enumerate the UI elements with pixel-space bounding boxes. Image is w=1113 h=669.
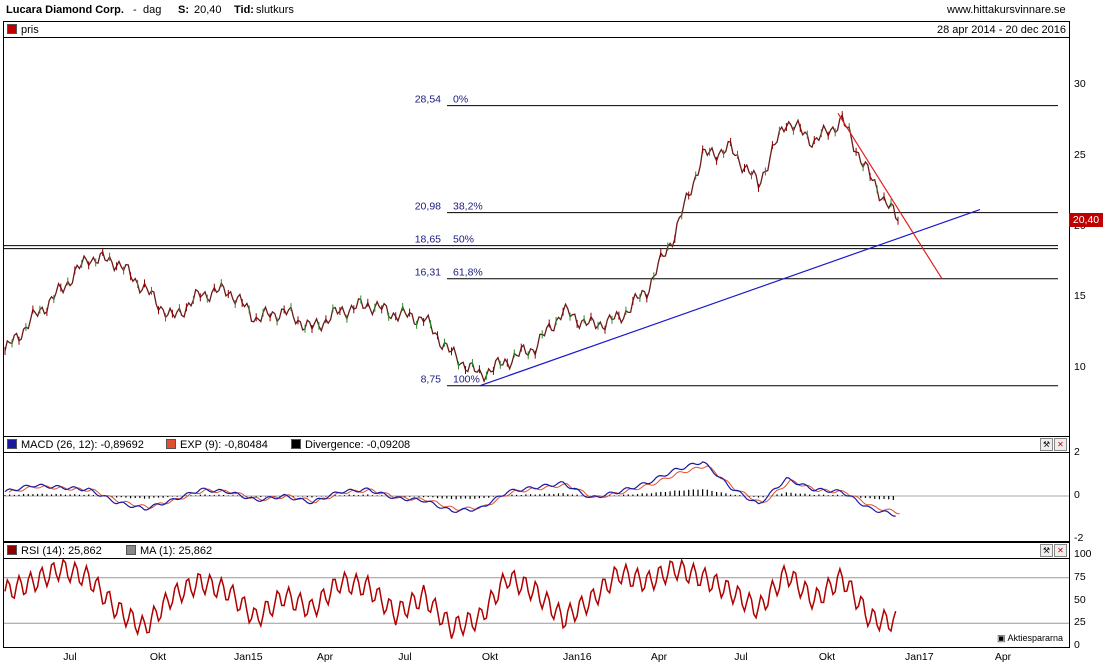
x-tick-label: Jul <box>734 651 748 663</box>
macd-chart <box>4 461 1069 517</box>
support-trendline <box>479 208 981 387</box>
rsi-y-tick: 0 <box>1074 639 1080 651</box>
rsi-y-tick: 100 <box>1074 548 1092 560</box>
chart-header: Lucara Diamond Corp. - dag S: 20,40 Tid:… <box>0 0 1113 20</box>
macd-panel-header: MACD (26, 12): -0,89692 EXP (9): -0,8048… <box>4 437 1069 453</box>
rsi-chart <box>4 557 1069 639</box>
macd-close-button[interactable]: ✕ <box>1054 438 1067 451</box>
fib-value-label: 16,31 <box>415 267 441 279</box>
ma-swatch <box>126 545 136 555</box>
x-tick-label: Jan17 <box>905 651 934 663</box>
s-label: S: <box>178 4 189 16</box>
price-swatch <box>7 24 17 34</box>
x-tick-label: Jul <box>398 651 412 663</box>
watermark: Aktiespararna <box>1007 633 1063 643</box>
price-y-tick: 10 <box>1074 361 1086 373</box>
price-chart: 28,54 0% 20,98 38,2% 18,65 50% 16,31 61,8% 8,75 1… <box>4 94 1058 387</box>
rsi-y-tick: 75 <box>1074 570 1086 583</box>
rsi-series-line <box>4 557 897 639</box>
fib-value-label: 18,65 <box>415 234 441 246</box>
macd-legend: MACD (26, 12): -0,89692 <box>21 439 144 451</box>
x-tick-label: Jul <box>63 651 77 663</box>
s-value: 20,40 <box>194 4 222 16</box>
x-tick-label: Apr <box>994 651 1012 663</box>
tid-value: slutkurs <box>256 4 294 16</box>
fib-pct-label: 38,2% <box>453 201 483 213</box>
x-tick-label: Okt <box>818 651 836 663</box>
macd-y-tick: 2 <box>1074 446 1080 458</box>
tid-label: Tid: <box>234 4 254 16</box>
macd-swatch <box>7 439 17 449</box>
divergence-legend: Divergence: -0,09208 <box>305 439 411 451</box>
rsi-panel-header: RSI (14): 25,862 MA (1): 25,862 ⚒ ✕ <box>4 543 1069 559</box>
rsi-settings-button[interactable]: ⚒ <box>1040 544 1053 557</box>
aktiespararna-logo-icon: ▣ <box>996 633 1006 643</box>
price-y-tick: 15 <box>1074 290 1086 303</box>
ma-legend: MA (1): 25,862 <box>140 545 213 557</box>
date-range: 28 apr 2014 - 20 dec 2016 <box>936 24 1066 36</box>
x-tick-label: Apr <box>650 651 668 663</box>
fib-value-label: 28,54 <box>415 94 441 106</box>
exp-swatch <box>166 439 176 449</box>
fib-pct-label: 50% <box>453 234 474 246</box>
macd-series-line <box>4 461 896 517</box>
rsi-panel: RSI (14): 25,862 MA (1): 25,862 ⚒ ✕ ▣ Ak… <box>3 542 1070 648</box>
exp-series-line <box>8 465 900 515</box>
resistance-trendline <box>837 112 943 280</box>
divergence-swatch <box>291 439 301 449</box>
macd-settings-button[interactable]: ⚒ <box>1040 438 1053 451</box>
exp-legend: EXP (9): -0,80484 <box>180 439 268 451</box>
macd-y-tick: -2 <box>1074 532 1084 544</box>
fib-pct-label: 0% <box>453 94 468 106</box>
fib-pct-label: 100% <box>453 374 480 386</box>
x-tick-label: Okt <box>149 651 167 663</box>
rsi-y-tick: 50 <box>1074 593 1086 606</box>
x-tick-label: Okt <box>481 651 499 663</box>
fib-value-label: 8,75 <box>421 374 442 386</box>
rsi-close-button[interactable]: ✕ <box>1054 544 1067 557</box>
rsi-swatch <box>7 545 17 555</box>
price-y-tick: 25 <box>1074 148 1086 161</box>
price-panel: pris 28 apr 2014 - 20 dec 2016 28,54 0% 20… <box>3 21 1070 438</box>
x-tick-label: Jan16 <box>563 651 592 663</box>
fib-value-label: 20,98 <box>415 201 441 213</box>
company-name: Lucara Diamond Corp. <box>6 4 124 16</box>
price-y-tick: 30 <box>1074 78 1086 90</box>
last-price-badge: 20,40 <box>1069 213 1103 227</box>
rsi-legend: RSI (14): 25,862 <box>21 545 102 557</box>
x-tick-label: Apr <box>316 651 334 663</box>
price-legend: pris <box>21 24 39 36</box>
rsi-y-tick: 25 <box>1074 616 1086 629</box>
site-url[interactable]: www.hittakursvinnare.se <box>947 4 1066 16</box>
macd-y-tick: 0 <box>1074 489 1080 501</box>
x-tick-label: Jan15 <box>234 651 263 663</box>
period-value: dag <box>143 4 162 16</box>
macd-panel: MACD (26, 12): -0,89692 EXP (9): -0,8048… <box>3 436 1070 542</box>
header-separator: - <box>133 4 137 16</box>
fib-pct-label: 61,8% <box>453 267 483 279</box>
price-panel-header: pris 28 apr 2014 - 20 dec 2016 <box>4 22 1069 38</box>
